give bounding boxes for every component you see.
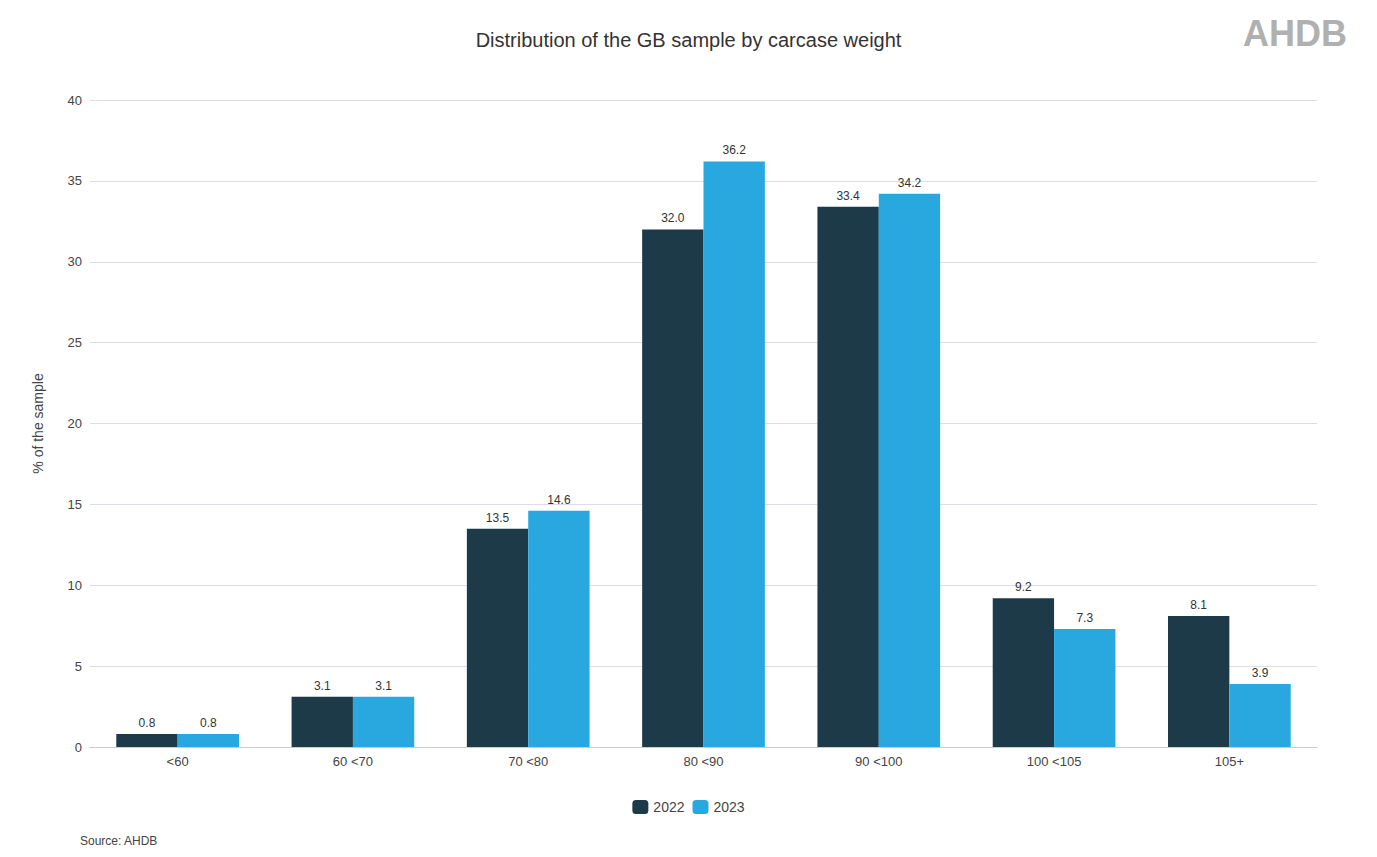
svg-text:% of the sample: % of the sample (30, 373, 46, 474)
svg-text:90 <100: 90 <100 (855, 754, 902, 769)
svg-text:80 <90: 80 <90 (683, 754, 723, 769)
svg-text:105+: 105+ (1215, 754, 1244, 769)
svg-text:3.1: 3.1 (314, 679, 331, 693)
svg-text:34.2: 34.2 (898, 176, 922, 190)
svg-text:5: 5 (75, 659, 82, 674)
svg-text:15: 15 (68, 497, 82, 512)
svg-text:32.0: 32.0 (661, 211, 685, 225)
svg-text:0.8: 0.8 (200, 716, 217, 730)
svg-text:40: 40 (68, 93, 82, 108)
svg-text:9.2: 9.2 (1015, 580, 1032, 594)
svg-text:<60: <60 (167, 754, 189, 769)
svg-text:3.9: 3.9 (1252, 666, 1269, 680)
svg-text:36.2: 36.2 (722, 143, 746, 157)
svg-text:70 <80: 70 <80 (508, 754, 548, 769)
svg-text:7.3: 7.3 (1076, 611, 1093, 625)
svg-text:0.8: 0.8 (139, 716, 156, 730)
svg-text:0: 0 (75, 740, 82, 755)
svg-text:Source: AHDB: Source: AHDB (80, 834, 157, 848)
svg-text:33.4: 33.4 (836, 189, 860, 203)
svg-text:25: 25 (68, 335, 82, 350)
svg-text:35: 35 (68, 173, 82, 188)
svg-text:60 <70: 60 <70 (333, 754, 373, 769)
svg-text:30: 30 (68, 254, 82, 269)
svg-text:13.5: 13.5 (486, 511, 510, 525)
svg-text:Distribution of the GB sample: Distribution of the GB sample by carcase… (476, 29, 902, 51)
svg-text:10: 10 (68, 578, 82, 593)
svg-text:2023: 2023 (714, 799, 745, 815)
svg-text:20: 20 (68, 416, 82, 431)
svg-text:2022: 2022 (653, 799, 684, 815)
svg-text:100 <105: 100 <105 (1027, 754, 1082, 769)
svg-text:8.1: 8.1 (1190, 598, 1207, 612)
svg-text:3.1: 3.1 (375, 679, 392, 693)
svg-text:14.6: 14.6 (547, 493, 571, 507)
svg-text:AHDB: AHDB (1243, 13, 1347, 54)
